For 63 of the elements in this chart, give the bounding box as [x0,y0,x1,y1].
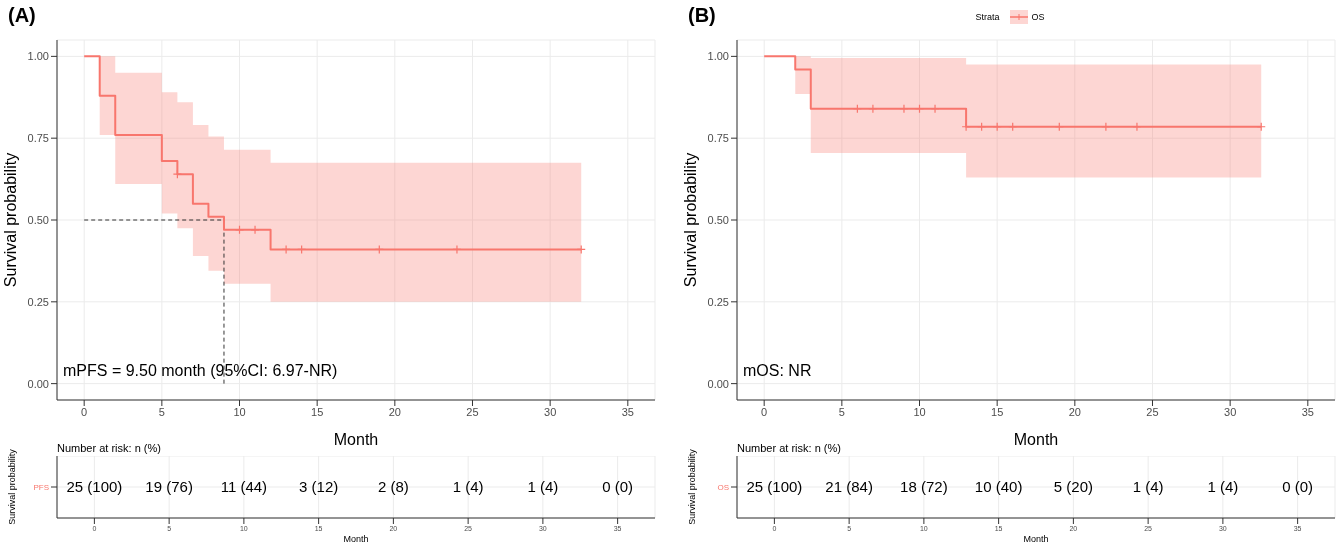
y-tick-label: 0.00 [707,377,729,390]
x-tick-label: 25 [1146,405,1159,418]
text: 1 (4) [1207,478,1239,496]
x-axis-title: Month [343,534,369,544]
text: 3 (12) [299,478,339,496]
x-tick-label: 30 [544,405,557,418]
x-tick-label: 5 [158,405,165,418]
legend-label: OS [1031,12,1045,22]
y-tick-label: 0.50 [27,213,49,226]
text: 19 (76) [145,478,193,496]
point [452,244,462,255]
annotation: mOS: NR [743,362,812,380]
x-tick-label: 25 [466,405,479,418]
y-axis-title: Survival probability [681,152,699,288]
text: 21 (84) [825,478,873,496]
y-tick-label: 0.00 [27,377,49,390]
x-tick-label: 0 [761,405,768,418]
text: 5 (20) [1053,478,1093,496]
x-axis-title: Month [1013,431,1059,448]
point [281,244,291,255]
text: 11 (44) [220,478,268,496]
x-tick-label: 15 [311,405,324,418]
x-tick-label: 20 [388,405,401,418]
text: 1 (4) [452,478,484,496]
text: 1 (4) [1132,478,1164,496]
text: 2 (8) [377,478,409,496]
chart-title: (B) [688,4,716,27]
x-tick-label: 10 [233,405,246,418]
y-tick-label: 0.25 [707,295,729,308]
legend-title: Strata [975,12,1000,22]
y-axis-title: Survival probability [1,152,19,288]
text: 0 (0) [1282,478,1314,496]
x-axis-title: Month [333,431,379,448]
x-tick-label: 10 [913,405,926,418]
y-tick-label: 0.75 [707,132,729,145]
text: 25 (100) [746,478,803,496]
y-tick-label: 0.25 [27,295,49,308]
chart-title: Number at risk: n (%) [737,442,841,454]
text: 25 (100) [66,478,123,496]
x-tick-label: 0 [81,405,88,418]
annotation: mPFS = 9.50 month (95%CI: 6.97-NR) [63,362,338,380]
chart-title: (A) [8,4,36,27]
x-axis-title: Month [1023,534,1049,544]
y-tick-label: 0.50 [707,213,729,226]
y-tick-label: OS [717,482,729,492]
point [250,225,260,235]
y-tick-label: 0.75 [27,132,49,145]
y-tick-label: PFS [33,482,49,492]
text: 18 (72) [900,478,948,496]
x-tick-label: 5 [838,405,845,418]
y-tick-label: 1.00 [27,50,49,63]
text: 10 (40) [974,478,1023,496]
x-tick-label: 35 [1301,405,1314,418]
x-tick-label: 35 [621,405,634,418]
y-axis-title: Survival probability [7,449,17,525]
chart-title: Number at risk: n (%) [57,442,161,454]
text: 1 (4) [527,478,559,496]
x-tick-label: 15 [991,405,1004,418]
x-tick-label: 20 [1068,405,1081,418]
y-tick-label: 1.00 [707,50,729,63]
x-tick-label: 30 [1224,405,1237,418]
y-axis-title: Survival probability [687,449,697,525]
text: 0 (0) [602,478,634,496]
